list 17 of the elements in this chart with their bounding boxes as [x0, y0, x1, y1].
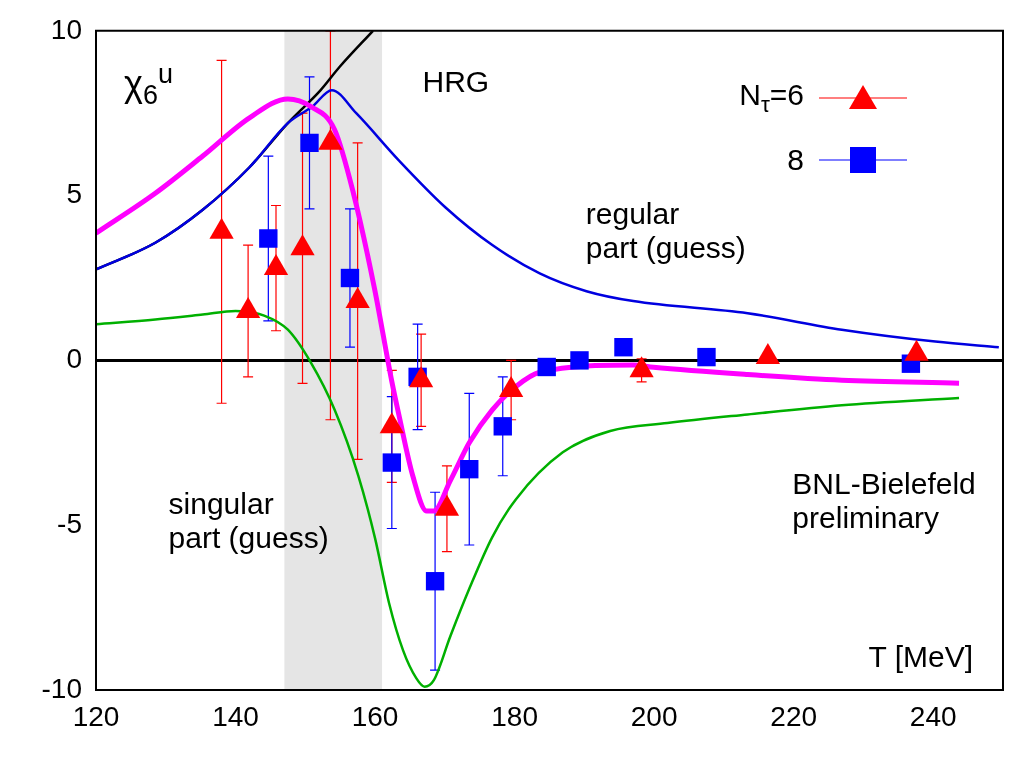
x-axis-title: T [MeV] — [868, 640, 973, 673]
y-tick-label: -5 — [57, 507, 82, 539]
y-tick-label: 10 — [50, 13, 82, 45]
legend-label: N$_{τ}$=6 — [739, 77, 804, 118]
annotation: BNL-Bielefeld preliminary — [792, 466, 976, 534]
x-tick-label: 140 — [212, 700, 259, 732]
x-tick-label: 160 — [351, 700, 399, 732]
y-tick-label: 5 — [66, 178, 82, 210]
annotation: HRG — [422, 64, 490, 98]
x-tick-label: 200 — [630, 700, 678, 732]
x-tick-label: 180 — [491, 700, 538, 732]
annotation: regular part (guess) — [585, 196, 746, 264]
y-tick-label: 0 — [66, 343, 82, 375]
x-tick-label: 220 — [770, 700, 818, 732]
legend-label: 8 — [787, 142, 804, 177]
x-tick-label: 240 — [909, 700, 957, 732]
annotation: singular part (guess) — [168, 486, 329, 554]
